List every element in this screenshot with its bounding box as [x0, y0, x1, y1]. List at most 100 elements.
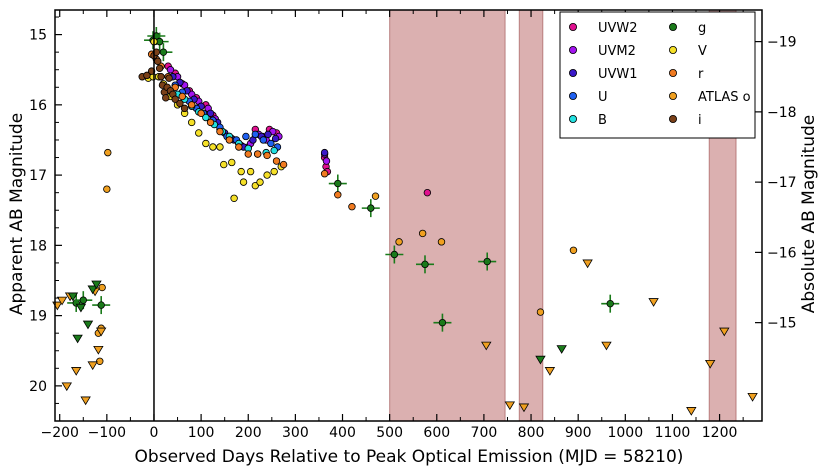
axis-ticks: −200 −100 0 100 200 300 400 500 600 700 800 900 1000…	[29, 10, 797, 441]
upper-limit-marker	[582, 259, 593, 269]
data-point	[242, 132, 250, 141]
data-point	[244, 150, 252, 158]
data-point	[418, 229, 427, 238]
data-point	[155, 64, 164, 73]
x-tick-label: 200	[235, 425, 262, 441]
data-point	[143, 71, 151, 80]
x-tick-label: 600	[423, 425, 450, 441]
legend-marker	[569, 92, 578, 101]
data-point	[216, 127, 224, 136]
y-tick-label: 20	[29, 379, 47, 395]
legend-label: i	[698, 113, 702, 128]
upper-limit-marker	[87, 285, 98, 295]
upper-limit-marker	[719, 327, 730, 337]
data-point	[395, 238, 403, 246]
upper-limit-marker	[535, 355, 546, 365]
x-tick-label: 100	[188, 425, 215, 441]
upper-limit-marker	[52, 301, 63, 311]
data-point	[270, 167, 278, 176]
data-point	[154, 57, 162, 65]
y-tick-label: 16	[29, 98, 47, 114]
y-right-tick-label: −18	[767, 105, 797, 121]
legend-label: V	[698, 44, 707, 59]
legend-marker	[569, 22, 578, 31]
legend-label: r	[698, 67, 704, 82]
legend-marker	[669, 115, 678, 124]
data-point	[96, 357, 104, 365]
legend-label: g	[698, 21, 706, 36]
data-point	[246, 167, 255, 176]
data-point	[334, 179, 342, 188]
upper-limit-marker	[544, 367, 556, 376]
legend-label: U	[598, 90, 608, 105]
upper-limit-marker	[91, 280, 102, 290]
data-point	[271, 134, 280, 143]
legend-label: B	[598, 113, 607, 128]
upper-limit-marker	[504, 401, 516, 411]
data-point	[320, 148, 329, 157]
y-axis-right-label: Absolute AB Magnitude	[799, 115, 819, 313]
data-point	[367, 204, 375, 212]
legend-marker	[669, 92, 678, 101]
data-point	[437, 238, 446, 246]
data-point	[270, 146, 278, 155]
upper-limit-marker	[67, 292, 79, 302]
data-point	[159, 48, 168, 56]
data-point	[235, 143, 243, 151]
x-tick-label: 300	[282, 425, 309, 441]
data-point	[202, 113, 210, 122]
legend-marker	[669, 69, 678, 78]
data-point	[371, 192, 380, 200]
data-point	[259, 136, 268, 144]
data-point	[438, 318, 447, 327]
x-tick-label: 0	[150, 425, 159, 441]
y-right-tick-label: −19	[767, 35, 797, 51]
upper-limit-marker	[704, 359, 716, 369]
data-point	[206, 109, 215, 117]
data-point	[263, 151, 271, 160]
data-point	[237, 167, 245, 176]
data-point	[103, 185, 111, 193]
data-point	[171, 95, 179, 103]
data-point	[209, 143, 217, 151]
legend-marker	[669, 46, 678, 55]
x-tick-label: 1200	[702, 425, 738, 441]
y-right-tick-label: −17	[767, 175, 797, 191]
data-point	[569, 246, 578, 254]
upper-limit-marker	[601, 341, 612, 351]
data-point	[166, 66, 175, 74]
y-right-tick-label: −16	[767, 245, 797, 261]
data-point	[187, 101, 196, 109]
x-tick-label: 1000	[607, 425, 643, 441]
upper-limit-marker	[686, 407, 697, 416]
y-tick-label: 18	[29, 238, 47, 254]
data-point	[216, 143, 224, 151]
x-tick-label: 700	[471, 425, 498, 441]
data-point	[348, 203, 356, 211]
legend-marker	[569, 69, 578, 78]
upper-limit-marker	[481, 341, 492, 351]
shaded-region	[389, 9, 506, 422]
data-point	[228, 158, 236, 167]
data-point	[206, 118, 215, 127]
upper-limit-marker	[747, 393, 758, 402]
data-point	[421, 260, 429, 269]
upper-limit-marker	[518, 403, 530, 413]
x-axis-label: Observed Days Relative to Peak Optical E…	[135, 447, 684, 467]
upper-limit-marker	[87, 361, 98, 371]
x-tick-label: 1100	[655, 425, 691, 441]
data-point	[79, 296, 87, 304]
data-point	[263, 171, 271, 179]
legend-label: UVW2	[598, 21, 638, 36]
x-tick-label: −100	[88, 425, 126, 441]
data-point	[197, 109, 205, 117]
legend-label: ATLAS o	[698, 90, 751, 105]
data-point	[483, 257, 491, 266]
data-point	[267, 139, 275, 148]
data-point	[423, 188, 432, 197]
data-point	[251, 130, 260, 139]
upper-limit-marker	[648, 298, 659, 307]
legend-marker	[569, 46, 578, 55]
data-point	[606, 299, 614, 308]
